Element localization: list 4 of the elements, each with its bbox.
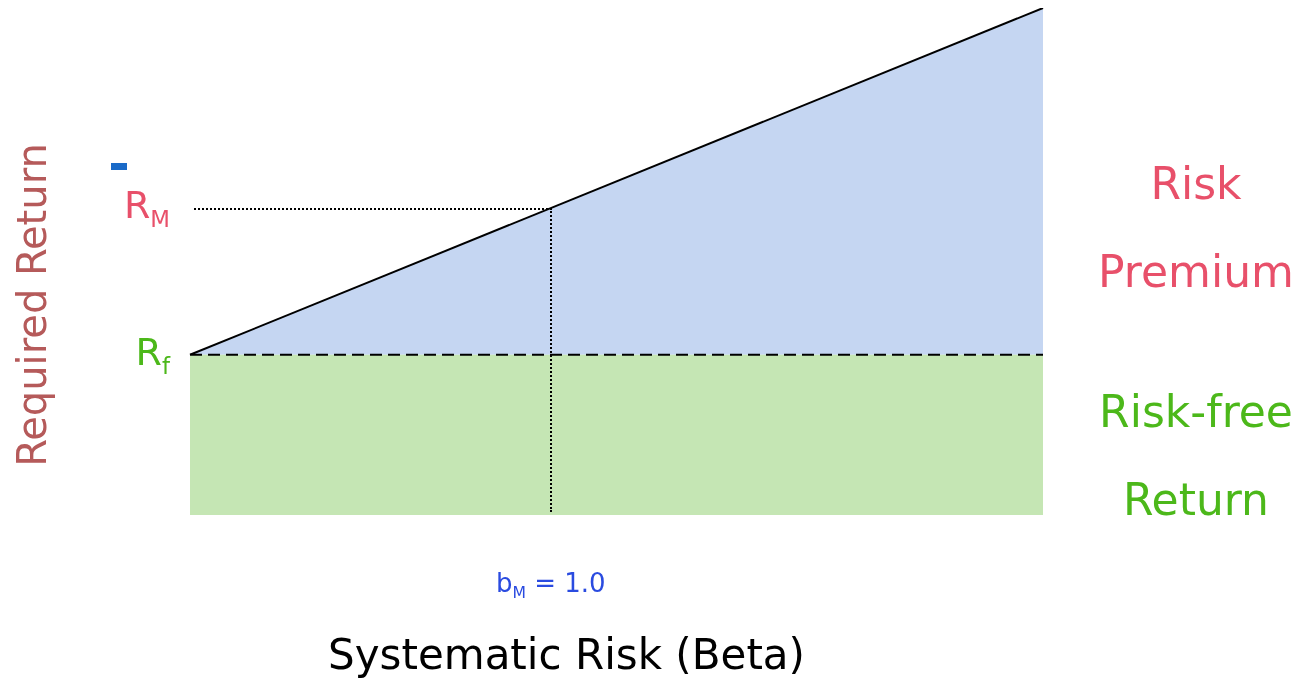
x-axis-title: Systematic Risk (Beta) — [328, 629, 805, 679]
series-label: Risk-free Return — [1099, 386, 1293, 526]
series-label: Risk Premium — [1098, 157, 1294, 297]
y-axis-title: Required Return — [9, 143, 56, 467]
